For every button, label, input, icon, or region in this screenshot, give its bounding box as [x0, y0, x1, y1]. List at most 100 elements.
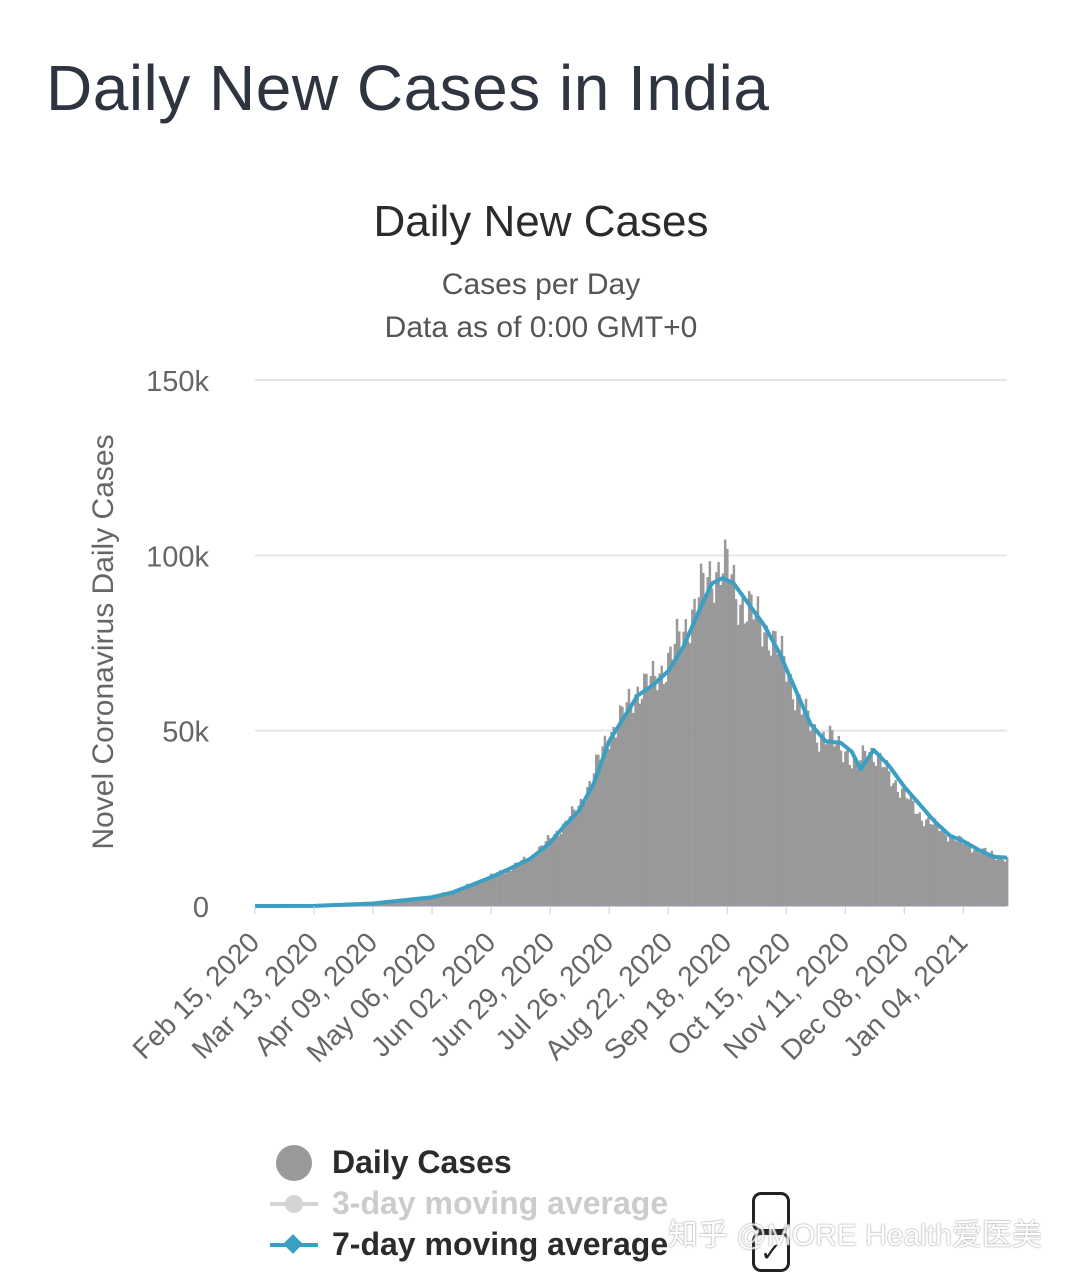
- legend-item-7day-average[interactable]: 7-day moving average: [270, 1224, 668, 1265]
- daily-cases-bar: [979, 853, 983, 906]
- daily-cases-bar: [828, 725, 832, 906]
- daily-cases-chart: Daily New Cases Cases per Day Data as of…: [87, 197, 1009, 1068]
- daily-cases-bar: [634, 694, 637, 906]
- daily-cases-bar: [636, 686, 639, 906]
- daily-cases-bar: [581, 804, 585, 906]
- daily-cases-bar: [977, 852, 980, 906]
- daily-cases-bar: [387, 902, 390, 906]
- daily-cases-bar: [468, 884, 471, 906]
- daily-cases-bar: [721, 573, 725, 906]
- daily-cases-bar: [918, 812, 921, 906]
- daily-cases-bar: [632, 712, 635, 906]
- daily-cases-bar: [678, 631, 681, 906]
- daily-cases-bar: [643, 673, 646, 906]
- daily-cases-bar: [559, 833, 563, 906]
- daily-cases-bar: [555, 830, 559, 906]
- daily-cases-bar: [625, 702, 629, 906]
- daily-cases-bar: [406, 899, 410, 906]
- daily-cases-bar: [524, 859, 528, 906]
- daily-cases-bar: [931, 824, 935, 906]
- daily-cases-bar: [730, 574, 733, 906]
- daily-cases-bar: [656, 690, 659, 906]
- legend-label-7day-average: 7-day moving average: [332, 1226, 669, 1262]
- daily-cases-bar: [446, 893, 449, 906]
- daily-cases-bar: [498, 870, 502, 906]
- daily-cases-bar: [511, 868, 515, 906]
- daily-cases-bar: [594, 754, 598, 906]
- toggle-7day-average-checkbox[interactable]: ✓: [752, 1232, 790, 1272]
- daily-cases-bar: [398, 901, 401, 906]
- daily-cases-bar: [704, 595, 707, 906]
- daily-cases-bar: [660, 665, 663, 906]
- daily-cases-bar: [575, 813, 578, 906]
- daily-cases-bar: [833, 746, 836, 906]
- daily-cases-bar: [500, 872, 504, 906]
- daily-cases-bar: [675, 618, 679, 906]
- daily-cases-bar: [426, 896, 430, 906]
- daily-cases-bar: [839, 750, 843, 906]
- daily-cases-bar: [535, 854, 539, 906]
- daily-cases-bar: [430, 896, 434, 906]
- daily-cases-bar: [793, 710, 797, 906]
- daily-cases-bar: [592, 773, 596, 906]
- daily-cases-bar: [605, 746, 609, 906]
- daily-cases-bar: [669, 646, 672, 906]
- daily-cases-bar: [1003, 861, 1007, 906]
- daily-cases-bar: [540, 845, 543, 906]
- daily-cases-bar: [640, 698, 644, 906]
- daily-cases-bar: [804, 698, 808, 906]
- daily-cases-bar: [815, 742, 819, 906]
- daily-cases-bar: [763, 632, 766, 906]
- daily-cases-bar: [881, 767, 884, 906]
- daily-cases-bar: [490, 873, 493, 906]
- daily-cases-bar: [831, 730, 834, 906]
- daily-cases-bar: [752, 619, 755, 906]
- daily-cases-bar: [992, 854, 996, 906]
- daily-cases-bar: [791, 699, 795, 906]
- daily-cases-bar: [892, 783, 895, 906]
- daily-cases-bar: [428, 896, 432, 906]
- daily-cases-bar: [614, 737, 618, 906]
- daily-cases-bar: [765, 625, 768, 906]
- toggle-3day-average-checkbox[interactable]: [752, 1192, 790, 1232]
- daily-cases-bar: [710, 588, 714, 906]
- daily-cases-bar: [894, 780, 897, 906]
- daily-cases-bar: [949, 837, 952, 906]
- daily-cases-bar: [796, 694, 799, 906]
- daily-cases-bar: [697, 597, 701, 906]
- daily-cases-bar: [444, 892, 447, 906]
- chart-legend: Daily Cases 3-day moving average 7-day m…: [270, 1142, 668, 1265]
- daily-cases-bar: [684, 619, 688, 906]
- seven-day-average-line: [254, 576, 1008, 908]
- daily-cases-bar: [986, 853, 989, 906]
- daily-cases-bar: [465, 883, 469, 906]
- daily-cases-bar: [522, 856, 526, 906]
- daily-cases-bar: [599, 759, 602, 906]
- daily-cases-bar: [855, 763, 858, 906]
- daily-cases-bar: [925, 819, 928, 906]
- daily-cases-bar: [568, 816, 572, 906]
- daily-cases-bar: [826, 741, 830, 906]
- daily-cases-bar: [520, 859, 524, 906]
- daily-cases-marker-icon: [270, 1143, 318, 1183]
- daily-cases-bar: [789, 674, 792, 906]
- daily-cases-bar: [747, 591, 751, 906]
- daily-cases-bar: [518, 863, 521, 906]
- legend-item-daily-cases[interactable]: Daily Cases: [270, 1142, 668, 1183]
- daily-cases-bar: [817, 751, 821, 906]
- daily-cases-bar: [994, 859, 998, 906]
- daily-cases-bar: [422, 897, 425, 906]
- daily-cases-bar: [570, 806, 574, 906]
- daily-cases-bars: [256, 539, 1009, 906]
- legend-item-3day-average[interactable]: 3-day moving average: [270, 1183, 668, 1224]
- daily-cases-bar: [879, 752, 882, 906]
- daily-cases-bar: [935, 821, 939, 906]
- daily-cases-bar: [940, 830, 943, 906]
- daily-cases-bar: [809, 731, 812, 906]
- daily-cases-bar: [496, 872, 500, 906]
- daily-cases-bar: [1001, 859, 1005, 906]
- daily-cases-bar: [448, 891, 451, 906]
- daily-cases-bar: [898, 797, 902, 906]
- daily-cases-bar: [887, 771, 891, 906]
- daily-cases-bar: [874, 765, 878, 906]
